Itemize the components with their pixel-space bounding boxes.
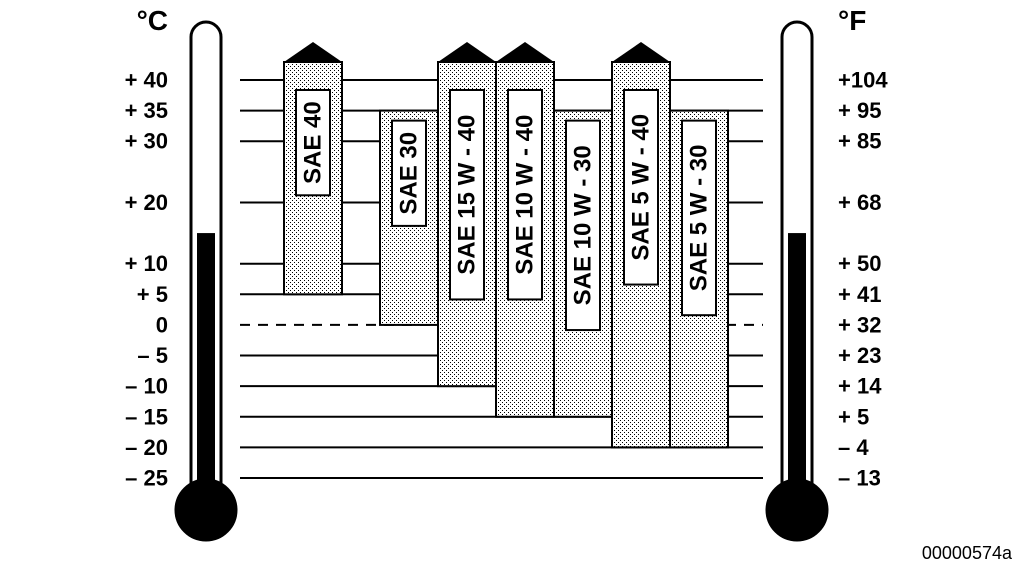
celsius-scale-label: – 25: [125, 466, 168, 491]
oil-grade-label: SAE 5 W - 30: [686, 145, 713, 292]
bar-arrow-icon: [612, 42, 670, 62]
oil-grade-label: SAE 15 W - 40: [454, 115, 481, 275]
fahrenheit-scale-label: – 13: [838, 466, 881, 491]
celsius-unit-label: °C: [137, 5, 168, 36]
celsius-scale-label: 0: [156, 312, 168, 337]
fahrenheit-scale-label: +104: [838, 68, 888, 93]
fahrenheit-scale-label: + 23: [838, 343, 881, 368]
figure-id: 00000574a: [922, 543, 1013, 563]
celsius-scale-label: + 30: [125, 129, 168, 154]
fahrenheit-unit-label: °F: [838, 5, 866, 36]
fahrenheit-scale-label: + 85: [838, 129, 881, 154]
celsius-scale-label: + 40: [125, 68, 168, 93]
bar-arrow-icon: [438, 42, 496, 62]
celsius-scale-label: + 35: [125, 98, 168, 123]
celsius-scale-label: + 5: [137, 282, 168, 307]
right-thermometer-fluid: [788, 233, 806, 504]
oil-grade-label: SAE 10 W - 40: [512, 115, 539, 275]
celsius-scale-label: – 20: [125, 435, 168, 460]
fahrenheit-scale-label: – 4: [838, 435, 869, 460]
fahrenheit-scale-label: + 50: [838, 251, 881, 276]
oil-grade-label: SAE 40: [300, 101, 327, 184]
bar-arrow-icon: [284, 42, 342, 62]
celsius-scale-label: – 15: [125, 404, 168, 429]
oil-grade-label: SAE 30: [396, 132, 423, 215]
fahrenheit-scale-label: + 95: [838, 98, 881, 123]
oil-grade-label: SAE 10 W - 30: [570, 145, 597, 305]
celsius-scale-label: + 20: [125, 190, 168, 215]
celsius-scale-label: – 5: [137, 343, 168, 368]
fahrenheit-scale-label: + 5: [838, 404, 869, 429]
fahrenheit-scale-label: + 14: [838, 374, 882, 399]
celsius-scale-label: – 10: [125, 374, 168, 399]
oil-viscosity-chart: SAE 40 SAE 30 SAE 15 W - 40 SAE 10 W - 40 SA…: [0, 0, 1024, 569]
fahrenheit-scale-label: + 32: [838, 312, 881, 337]
bar-arrow-icon: [496, 42, 554, 62]
oil-grade-label: SAE 5 W - 40: [628, 114, 655, 261]
fahrenheit-scale-label: + 41: [838, 282, 881, 307]
left-thermometer-fluid: [197, 233, 215, 504]
fahrenheit-scale-label: + 68: [838, 190, 881, 215]
celsius-scale-label: + 10: [125, 251, 168, 276]
